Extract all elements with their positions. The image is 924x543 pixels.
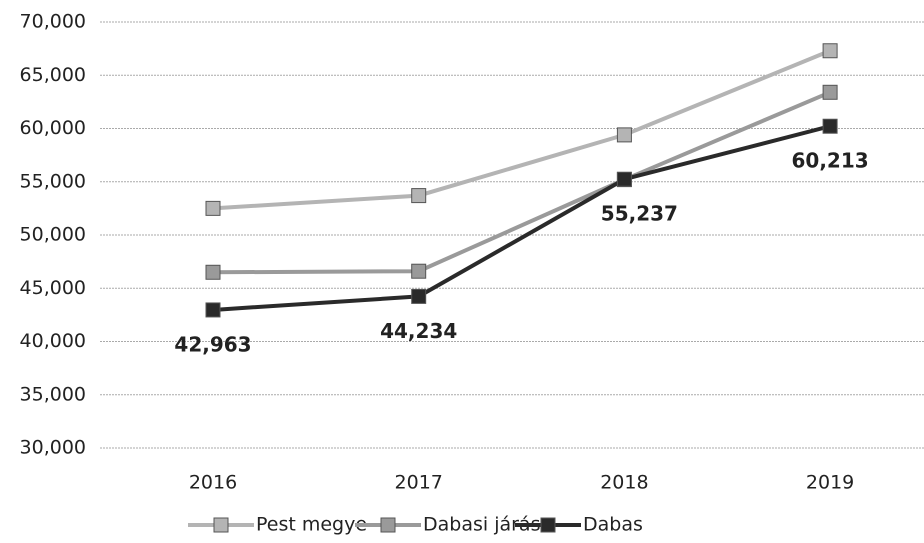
y-tick-label: 45,000 xyxy=(20,277,86,299)
data-label: 44,234 xyxy=(380,319,457,343)
legend-marker xyxy=(213,517,229,533)
y-tick-label: 70,000 xyxy=(20,11,86,33)
series-line xyxy=(212,124,831,312)
y-tick-label: 55,000 xyxy=(20,170,86,192)
legend-label: Dabasi járás xyxy=(423,514,540,536)
point-marker xyxy=(822,43,838,59)
y-tick-label: 30,000 xyxy=(20,437,86,459)
x-tick-label: 2018 xyxy=(600,472,648,494)
point-marker xyxy=(822,118,838,134)
data-label: 42,963 xyxy=(174,332,251,356)
x-tick-label: 2016 xyxy=(189,472,237,494)
y-tick-label: 65,000 xyxy=(20,64,86,86)
point-marker xyxy=(411,188,427,204)
point-marker xyxy=(822,84,838,100)
y-tick-label: 50,000 xyxy=(20,224,86,246)
x-tick-label: 2019 xyxy=(806,472,854,494)
legend-label: Dabas xyxy=(583,514,643,536)
legend-marker xyxy=(540,517,556,533)
y-tick-label: 40,000 xyxy=(20,330,86,352)
point-marker xyxy=(205,302,221,318)
y-tick-label: 60,000 xyxy=(20,117,86,139)
point-marker xyxy=(616,171,632,187)
data-label: 55,237 xyxy=(601,202,678,226)
y-tick-label: 35,000 xyxy=(20,383,86,405)
point-marker xyxy=(616,127,632,143)
x-tick-label: 2017 xyxy=(395,472,443,494)
point-marker xyxy=(411,288,427,304)
series-line xyxy=(212,90,831,275)
point-marker xyxy=(205,264,221,280)
legend-label: Pest megye xyxy=(256,514,367,536)
point-marker xyxy=(205,200,221,216)
series-line xyxy=(212,48,831,211)
data-label: 60,213 xyxy=(792,149,869,173)
legend-marker xyxy=(380,517,396,533)
point-marker xyxy=(411,263,427,279)
